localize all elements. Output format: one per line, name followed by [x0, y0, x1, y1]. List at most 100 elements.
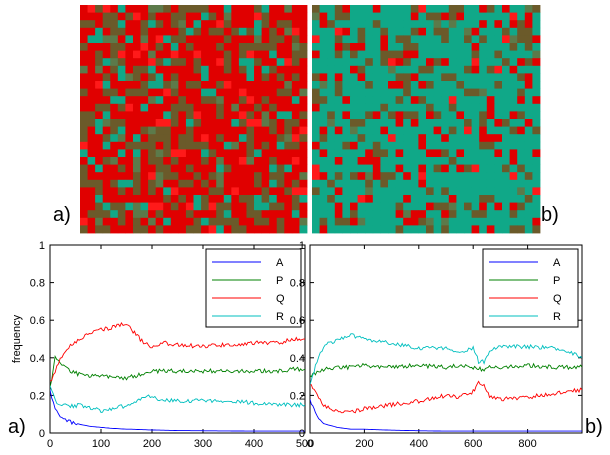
lattice-cell: [448, 157, 457, 165]
lattice-cell: [254, 210, 262, 219]
lattice-cell: [261, 20, 270, 29]
lattice-cell: [238, 111, 247, 120]
x-tick-label: 100: [92, 438, 110, 450]
lattice-cell: [471, 225, 480, 234]
lattice-cell: [433, 172, 442, 181]
lattice-cell: [479, 179, 488, 188]
lattice-cell: [388, 179, 396, 188]
lattice-cell: [193, 225, 202, 234]
lattice-cell: [342, 119, 351, 127]
lattice-cell: [357, 88, 366, 97]
lattice-cell: [319, 119, 328, 127]
lattice-cell: [291, 35, 300, 44]
lattice-cell: [185, 172, 194, 181]
lattice-cell: [410, 172, 419, 181]
legend-label-A: A: [276, 257, 284, 269]
lattice-cell: [418, 58, 427, 67]
lattice-cell: [170, 73, 179, 82]
legend-label-R: R: [553, 311, 561, 323]
lattice-cell: [148, 73, 157, 82]
lattice-cell: [448, 88, 457, 97]
lattice-cell: [117, 187, 126, 196]
lattice-cell: [299, 225, 308, 234]
lattice-cell: [494, 210, 503, 219]
lattice-cell: [170, 27, 179, 36]
lattice-cell: [395, 217, 404, 226]
lattice-cell: [509, 187, 518, 196]
lattice-image-a: [80, 5, 308, 234]
lattice-cell: [125, 141, 134, 150]
lattice-cell: [148, 50, 157, 59]
lattice-cell: [365, 202, 374, 211]
lattice-cell: [494, 12, 503, 21]
lattice-cell: [334, 65, 343, 74]
lattice-cell: [284, 103, 293, 112]
lattice-cell: [372, 141, 381, 150]
lattice-cell: [456, 5, 465, 13]
lattice-cell: [479, 20, 488, 29]
lattice-cell: [524, 195, 533, 203]
lattice-cell: [163, 5, 172, 13]
lattice-cell: [80, 50, 88, 59]
lattice-cell: [441, 179, 450, 188]
lattice-cell: [471, 12, 480, 21]
lattice-cell: [312, 187, 320, 196]
lattice-cell: [185, 65, 194, 74]
lattice-cell: [208, 81, 217, 89]
lattice-cell: [524, 96, 533, 105]
lattice-cell: [216, 12, 225, 21]
lattice-cell: [185, 96, 194, 105]
lattice-cell: [441, 50, 450, 59]
lattice-cell: [163, 141, 172, 150]
lattice-cell: [299, 103, 308, 112]
lattice-cell: [441, 12, 450, 21]
lattice-cell: [448, 27, 457, 36]
lattice-cell: [178, 96, 187, 105]
lattice-cell: [216, 179, 225, 188]
lattice-cell: [502, 225, 510, 234]
lattice-cell: [410, 179, 419, 188]
lattice-cell: [517, 73, 526, 82]
lattice-cell: [231, 27, 240, 36]
lattice-cell: [87, 134, 96, 143]
lattice-cell: [388, 12, 396, 21]
lattice-cell: [208, 96, 217, 105]
lattice-cell: [494, 157, 503, 165]
lattice-cell: [418, 35, 427, 44]
lattice-cell: [170, 88, 179, 97]
lattice-cell: [125, 27, 134, 36]
lattice-cell: [327, 119, 336, 127]
lattice-cell: [87, 172, 96, 181]
lattice-cell: [494, 172, 503, 181]
lattice-cell: [532, 126, 541, 135]
lattice-cell: [102, 58, 111, 67]
lattice-cell: [261, 65, 270, 74]
lattice-cell: [327, 58, 336, 67]
lattice-cell: [155, 202, 164, 211]
lattice-cell: [185, 164, 194, 173]
lattice-cell: [231, 5, 240, 13]
lattice-cell: [291, 111, 300, 120]
lattice-cell: [102, 96, 111, 105]
lattice-cell: [95, 35, 104, 44]
lattice-cell: [395, 210, 404, 219]
lattice-cell: [246, 172, 255, 181]
lattice-cell: [110, 50, 119, 59]
lattice-cell: [148, 157, 157, 165]
lattice-cell: [80, 20, 88, 29]
lattice-cell: [125, 88, 134, 97]
lattice-cell: [532, 58, 541, 67]
lattice-cell: [342, 126, 351, 135]
lattice-cell: [334, 217, 343, 226]
lattice-cell: [372, 58, 381, 67]
lattice-cell: [231, 149, 240, 158]
lattice-cell: [284, 202, 293, 211]
lattice-cell: [365, 88, 374, 97]
lattice-cell: [246, 20, 255, 29]
lattice-cell: [486, 225, 495, 234]
lattice-cell: [125, 12, 134, 21]
lattice-cell: [87, 12, 96, 21]
lattice-cell: [524, 5, 533, 13]
lattice-cell: [464, 50, 472, 59]
lattice-cell: [486, 172, 495, 181]
